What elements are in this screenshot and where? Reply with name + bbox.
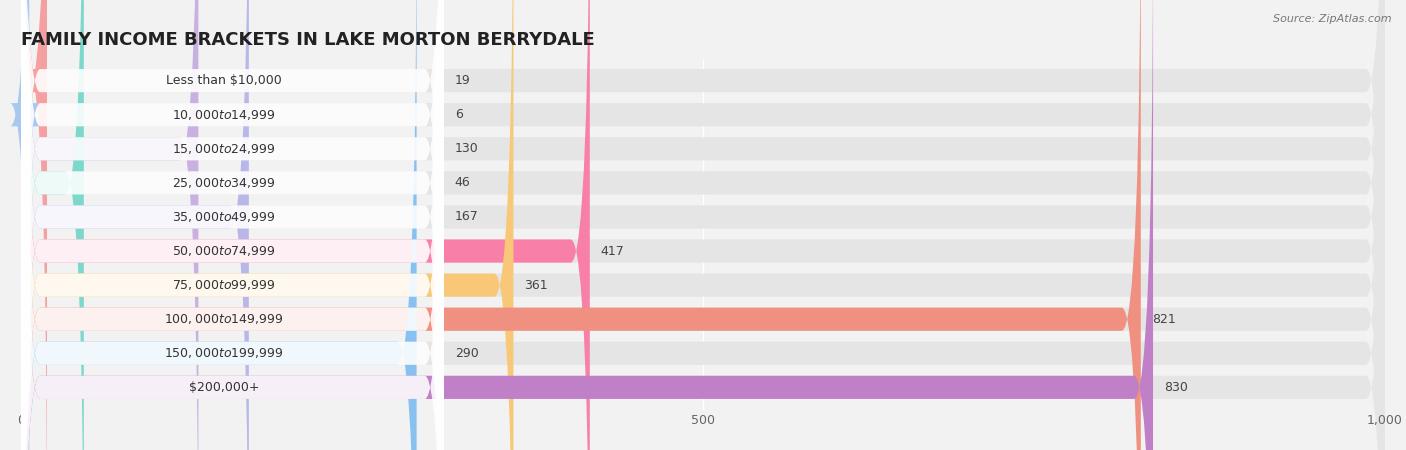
FancyBboxPatch shape	[21, 0, 444, 450]
Text: $35,000 to $49,999: $35,000 to $49,999	[173, 210, 276, 224]
Text: 6: 6	[454, 108, 463, 121]
Text: Source: ZipAtlas.com: Source: ZipAtlas.com	[1274, 14, 1392, 23]
Text: $150,000 to $199,999: $150,000 to $199,999	[165, 346, 284, 360]
FancyBboxPatch shape	[21, 0, 444, 450]
FancyBboxPatch shape	[21, 0, 1140, 450]
FancyBboxPatch shape	[21, 0, 416, 450]
FancyBboxPatch shape	[21, 0, 589, 450]
FancyBboxPatch shape	[21, 0, 444, 450]
Text: $15,000 to $24,999: $15,000 to $24,999	[173, 142, 276, 156]
FancyBboxPatch shape	[21, 0, 444, 450]
Text: 361: 361	[524, 279, 548, 292]
Text: 167: 167	[454, 211, 478, 224]
Text: $200,000+: $200,000+	[188, 381, 259, 394]
FancyBboxPatch shape	[21, 0, 198, 450]
FancyBboxPatch shape	[21, 0, 444, 450]
FancyBboxPatch shape	[21, 0, 249, 450]
FancyBboxPatch shape	[21, 0, 84, 450]
FancyBboxPatch shape	[21, 0, 1385, 450]
FancyBboxPatch shape	[21, 0, 1153, 450]
FancyBboxPatch shape	[21, 0, 444, 450]
FancyBboxPatch shape	[21, 0, 513, 450]
FancyBboxPatch shape	[21, 0, 1385, 450]
Text: 290: 290	[454, 347, 478, 360]
FancyBboxPatch shape	[21, 0, 1385, 450]
Text: 417: 417	[600, 244, 624, 257]
Text: $50,000 to $74,999: $50,000 to $74,999	[173, 244, 276, 258]
FancyBboxPatch shape	[21, 0, 1385, 450]
FancyBboxPatch shape	[21, 0, 1385, 450]
FancyBboxPatch shape	[21, 0, 1385, 450]
FancyBboxPatch shape	[21, 0, 1385, 450]
Text: 130: 130	[454, 142, 478, 155]
Text: $10,000 to $14,999: $10,000 to $14,999	[173, 108, 276, 122]
FancyBboxPatch shape	[21, 0, 1385, 450]
Text: Less than $10,000: Less than $10,000	[166, 74, 281, 87]
Text: $75,000 to $99,999: $75,000 to $99,999	[173, 278, 276, 292]
FancyBboxPatch shape	[21, 0, 444, 450]
FancyBboxPatch shape	[21, 0, 46, 450]
Text: $100,000 to $149,999: $100,000 to $149,999	[165, 312, 284, 326]
Text: 19: 19	[454, 74, 471, 87]
FancyBboxPatch shape	[21, 0, 444, 450]
FancyBboxPatch shape	[21, 0, 1385, 450]
Text: FAMILY INCOME BRACKETS IN LAKE MORTON BERRYDALE: FAMILY INCOME BRACKETS IN LAKE MORTON BE…	[21, 31, 595, 49]
Text: 830: 830	[1164, 381, 1188, 394]
FancyBboxPatch shape	[21, 0, 1385, 450]
FancyBboxPatch shape	[21, 0, 444, 450]
Text: $25,000 to $34,999: $25,000 to $34,999	[173, 176, 276, 190]
FancyBboxPatch shape	[10, 0, 41, 450]
Text: 821: 821	[1152, 313, 1175, 326]
FancyBboxPatch shape	[21, 0, 444, 450]
Text: 46: 46	[454, 176, 471, 189]
